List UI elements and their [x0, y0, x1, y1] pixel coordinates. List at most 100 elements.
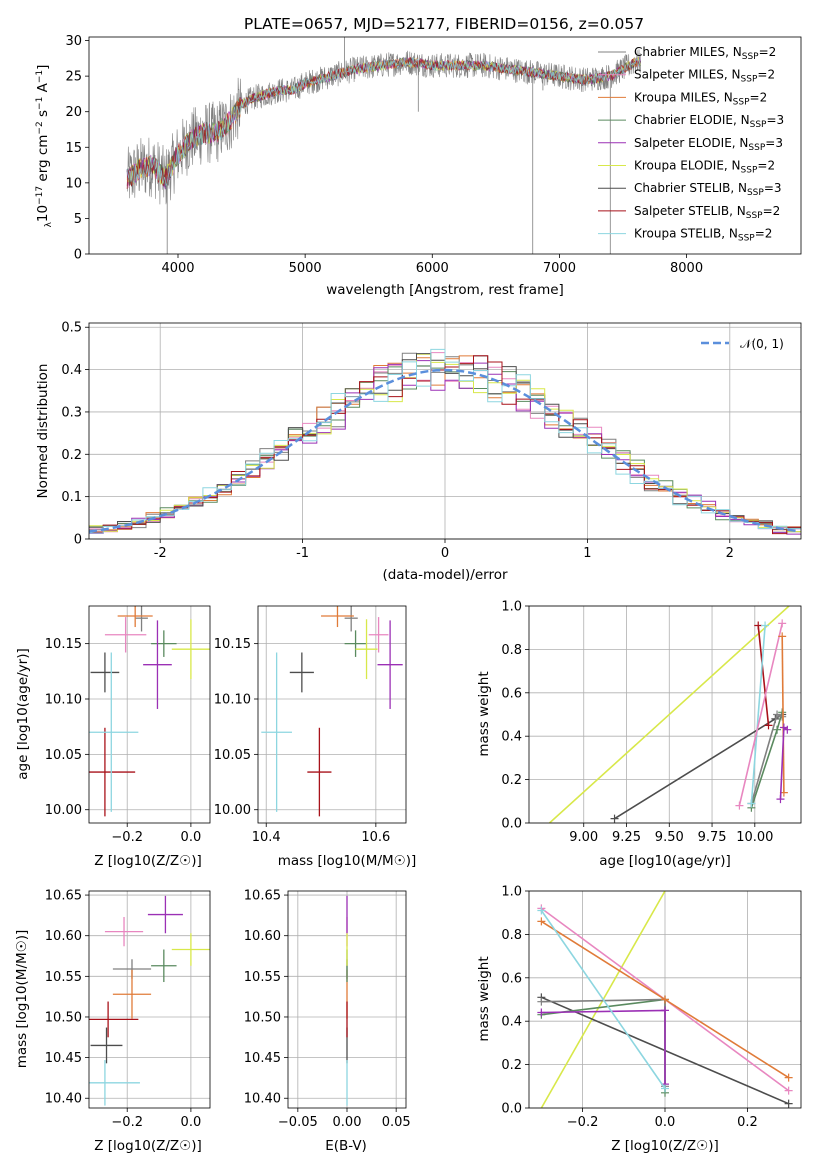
legend-n-label: , N: [732, 136, 749, 150]
mass-weight-marker-ss: [754, 621, 763, 630]
legend-eq: =: [766, 113, 776, 127]
plot-area: [537, 891, 793, 1108]
y-tick-label: 0.3: [61, 405, 82, 420]
x-tick-label: 10.6: [361, 830, 390, 845]
legend-n-label: , N: [725, 45, 742, 59]
panel-massweight_vs_age-y-label: mass weight: [476, 671, 492, 756]
legend-n-label: , N: [730, 181, 747, 195]
legend-entry-sm: Salpeter MILES, NSSP=2: [634, 68, 775, 85]
legend-eq: =: [763, 204, 773, 218]
y-tick-label: 0.4: [61, 363, 82, 378]
x-tick-label: 5000: [289, 261, 322, 276]
legend-ssp-sub: SSP: [742, 52, 759, 62]
y-tick-label: 10.60: [244, 929, 281, 944]
axes-frame: [528, 605, 802, 824]
legend-n-label: , N: [729, 204, 746, 218]
y-tick-label: 0.6: [501, 686, 522, 701]
legend-ssp-sub: SSP: [750, 120, 767, 130]
panel-mass_vs_Z: −0.2 0.0 10.40 10.45 10.50 10.55 10.60 10.65 Z […: [14, 889, 211, 1154]
y-tick-label: 10.00: [45, 803, 82, 818]
x-tick-label: 9.00: [569, 830, 598, 845]
y-tick-label: 10.45: [244, 1051, 281, 1066]
mass-weight-marker-km: [661, 995, 669, 1004]
x-tick-label: 10.4: [252, 830, 281, 845]
y-label-part: ]: [35, 65, 51, 70]
x-tick-label: 6000: [416, 261, 449, 276]
y-tick-label: 0.8: [501, 643, 522, 658]
x-tick-label: −0.2: [111, 830, 143, 845]
x-tick-label: -1: [296, 546, 309, 561]
legend-nssp-value: 2: [769, 45, 777, 59]
panel-massweight_vs_Z-y-label: mass weight: [476, 956, 492, 1041]
legend-n-label: , N: [721, 227, 738, 241]
y-tick-label: 10.65: [244, 889, 281, 904]
legend-series-name: Kroupa ELODIE: [634, 159, 724, 173]
legend-nssp-value: 3: [777, 113, 785, 127]
panel-massweight_vs_age: 9.00 9.25 9.50 9.75 10.00 0.0 0.2 0.4 0.6 0.8 1.0 a…: [476, 600, 802, 869]
y-tick-label: 25: [65, 70, 82, 85]
legend-series-name: Kroupa MILES: [634, 90, 716, 104]
y-tick-label: 0.2: [501, 773, 522, 788]
panel-massweight_vs_Z-x-label: Z [log10(Z/Z☉)]: [611, 1138, 719, 1154]
mass-weight-line-km: [781, 636, 785, 793]
legend-ssp-sub: SSP: [741, 75, 758, 85]
panel-massweight_vs_Z: −0.2 0.0 0.2 0.0 0.2 0.4 0.6 0.8 1.0 Z [log10(Z/Z…: [476, 885, 802, 1154]
legend-ssp-sub: SSP: [748, 143, 765, 153]
grid-lines: [258, 606, 406, 823]
legend-nssp-value: 2: [760, 90, 768, 104]
x-tick-label: −0.2: [567, 1115, 599, 1130]
x-tick-label: 1: [583, 546, 591, 561]
y-label-part: −1: [35, 97, 45, 110]
mass-weight-marker-ks: [747, 799, 756, 808]
y-tick-label: 10.65: [45, 889, 82, 904]
mass-weight-marker-km: [537, 917, 546, 926]
x-tick-label: 9.50: [655, 830, 684, 845]
legend-series-name: Salpeter STELIB: [634, 204, 729, 218]
mass-weight-line-ks: [750, 625, 766, 804]
y-tick-label: 10.05: [214, 748, 251, 763]
legend-nssp-value: 2: [767, 68, 775, 82]
panel-mass_vs_Z-y-label: mass [log10(M/M☉)]: [14, 930, 30, 1069]
x-tick-label: 0.0: [655, 1115, 676, 1130]
y-tick-label: 5: [74, 212, 82, 227]
legend-series-name: Salpeter MILES: [634, 68, 724, 82]
mass-weight-marker-cm: [773, 710, 782, 719]
y-tick-label: 15: [65, 141, 82, 156]
y-tick-label: 0.8: [501, 928, 522, 943]
y-tick-label: 0: [74, 248, 82, 263]
plot-area: [89, 606, 210, 817]
axes-frame: [257, 605, 407, 824]
legend-eq: =: [757, 159, 767, 173]
axes-frame: [287, 890, 407, 1109]
legend-ssp-sub: SSP: [746, 211, 763, 221]
grid-lines: [89, 606, 210, 823]
panel-age_vs_mass: 10.4 10.6 10.00 10.05 10.10 10.15 mass [log10(…: [214, 605, 416, 869]
spectrum-model-line: [126, 57, 641, 187]
legend-eq: =: [755, 227, 765, 241]
legend-entry-ss: Salpeter STELIB, NSSP=2: [634, 204, 780, 221]
x-tick-label: −0.05: [278, 1115, 318, 1130]
panel-residuals: -2 -1 0 1 2 0 0.1 0.2 0.3 0.4 0.5 𝒩(0, 1) (data-mode…: [35, 321, 802, 583]
mass-weight-marker-cs: [784, 1099, 793, 1108]
mass-weight-marker-se: [537, 1008, 546, 1017]
legend-series-name: Chabrier STELIB: [634, 181, 730, 195]
y-label-part: s: [35, 110, 51, 121]
legend-entry-ke: Kroupa ELODIE, NSSP=2: [634, 159, 775, 176]
y-tick-label: 10.50: [244, 1010, 281, 1025]
mass-weight-line-ss: [757, 625, 770, 726]
legend-n-label: , N: [724, 68, 741, 82]
mass-weight-marker-ks: [537, 906, 546, 915]
mass-weight-line-ks: [540, 910, 666, 1089]
legend-n-label: , N: [716, 90, 733, 104]
legend-entry-cs: Chabrier STELIB, NSSP=3: [634, 181, 782, 198]
spectrum-title: PLATE=0657, MJD=52177, FIBERID=0156, z=0…: [244, 15, 644, 33]
panel-age_vs_Z-x-label: Z [log10(Z/Z☉)]: [94, 853, 202, 869]
mass-weight-marker-cs: [610, 814, 619, 823]
legend-entry-se: Salpeter ELODIE, NSSP=3: [634, 136, 783, 153]
y-tick-label: 10.15: [214, 637, 251, 652]
y-tick-label: 10.10: [214, 693, 251, 708]
axes-frame: [88, 322, 802, 540]
legend-n-label: , N: [724, 159, 741, 173]
y-tick-label: 10.50: [45, 1010, 82, 1025]
y-tick-label: 20: [65, 105, 82, 120]
